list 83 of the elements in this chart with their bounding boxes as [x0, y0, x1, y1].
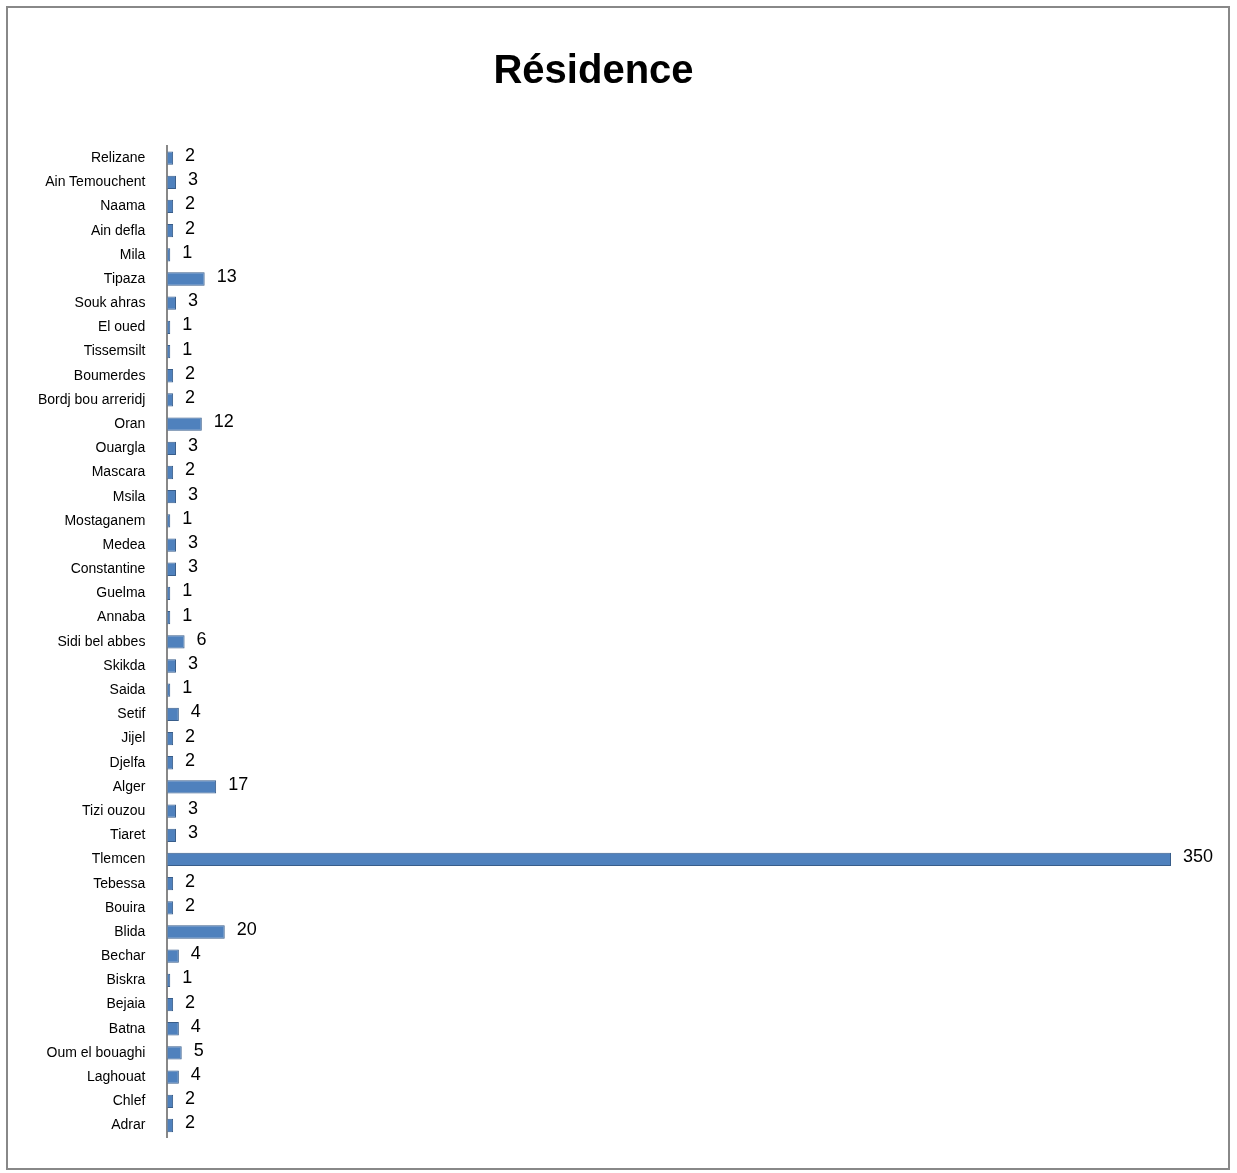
data-label: 2 [185, 386, 196, 407]
y-tick-label: Annaba [97, 608, 146, 625]
y-tick-label: Blida [114, 922, 146, 939]
y-tick-label: Tiaret [110, 826, 146, 843]
data-label: 3 [187, 532, 198, 553]
y-tick-label: Djelfa [109, 753, 146, 770]
y-tick-label: Relizane [90, 148, 146, 165]
y-tick-label: Saida [109, 681, 146, 698]
y-tick-label: Souk ahras [74, 294, 146, 311]
data-label: 2 [185, 193, 196, 214]
y-tick-label: Bordj bou arreridj [38, 390, 146, 407]
data-label: 3 [187, 435, 198, 456]
y-tick-label: Adrar [111, 1116, 146, 1133]
y-tick-label: Bejaia [106, 995, 146, 1012]
data-label: 4 [190, 701, 201, 722]
data-label: 350 [1183, 846, 1214, 867]
y-tick-label: Mascara [91, 463, 146, 480]
data-label: 20 [236, 918, 257, 939]
y-tick-label: Guelma [96, 584, 146, 601]
data-label: 3 [187, 290, 198, 311]
y-tick-label: Setif [117, 705, 146, 722]
y-tick-label: Tipaza [103, 269, 146, 286]
y-tick-label: El oued [97, 318, 146, 335]
y-tick-label: Alger [112, 777, 146, 794]
chart-title: Résidence [493, 47, 694, 92]
data-label: 2 [185, 749, 196, 770]
y-tick-label: Boumerdes [73, 366, 146, 383]
data-label: 12 [213, 411, 234, 432]
y-tick-label: Tebessa [93, 874, 146, 891]
y-tick-label: Sidi bel abbes [57, 632, 146, 649]
data-label: 1 [182, 580, 193, 601]
y-tick-label: Jijel [121, 729, 146, 746]
y-tick-label: Laghouat [86, 1068, 146, 1084]
data-label: 3 [187, 798, 198, 819]
y-tick-label: Batna [108, 1019, 146, 1036]
data-label: 1 [182, 967, 193, 988]
data-label: 2 [185, 1112, 196, 1133]
y-tick-label: Oran [114, 414, 146, 431]
y-tick-label: Mostaganem [64, 511, 146, 528]
data-label: 2 [185, 725, 196, 746]
y-tick-label: Naama [100, 197, 146, 214]
data-label: 17 [228, 773, 249, 794]
y-tick-label: Mila [119, 245, 146, 262]
data-label: 2 [185, 145, 196, 166]
data-label: 4 [190, 943, 201, 964]
data-label: 1 [182, 677, 193, 698]
y-tick-label: Chlef [112, 1092, 146, 1109]
y-tick-label: Oum el bouaghi [46, 1043, 146, 1060]
y-tick-label: Biskra [106, 971, 146, 988]
y-tick-label: Tizi ouzou [82, 801, 146, 818]
data-label: 3 [187, 169, 198, 190]
data-label: 2 [185, 459, 196, 480]
y-tick-label: Msila [112, 487, 146, 504]
data-label: 3 [187, 822, 198, 843]
y-tick-label: Ain Temouchent [45, 173, 146, 190]
data-label: 4 [190, 1064, 201, 1085]
y-tick-label: Tlemcen [91, 850, 146, 867]
data-label: 1 [182, 604, 193, 625]
data-label: 6 [196, 628, 207, 649]
data-label: 4 [190, 1015, 201, 1036]
data-label: 3 [187, 652, 198, 673]
data-label: 13 [216, 265, 237, 286]
data-label: 5 [193, 1039, 204, 1060]
data-label: 2 [185, 217, 196, 238]
data-label: 2 [185, 870, 196, 891]
y-tick-label: Medea [102, 535, 146, 552]
data-label: 2 [185, 1088, 196, 1109]
y-tick-label: Tissemsilt [83, 342, 146, 359]
data-label: 3 [187, 483, 198, 504]
y-tick-label: Ouargla [95, 439, 146, 456]
data-label: 2 [185, 991, 196, 1012]
data-label: 2 [185, 362, 196, 383]
y-tick-label: Bouira [104, 898, 146, 915]
data-label: 1 [182, 338, 193, 359]
y-tick-label: Bechar [101, 947, 146, 964]
data-label: 1 [182, 314, 193, 335]
data-label: 1 [182, 241, 193, 262]
y-tick-label: Constantine [70, 560, 146, 577]
y-tick-label: Ain defla [90, 221, 146, 238]
data-label: 1 [182, 507, 193, 528]
y-tick-label: Skikda [103, 656, 146, 673]
data-label: 2 [185, 894, 196, 915]
data-label: 3 [187, 556, 198, 577]
